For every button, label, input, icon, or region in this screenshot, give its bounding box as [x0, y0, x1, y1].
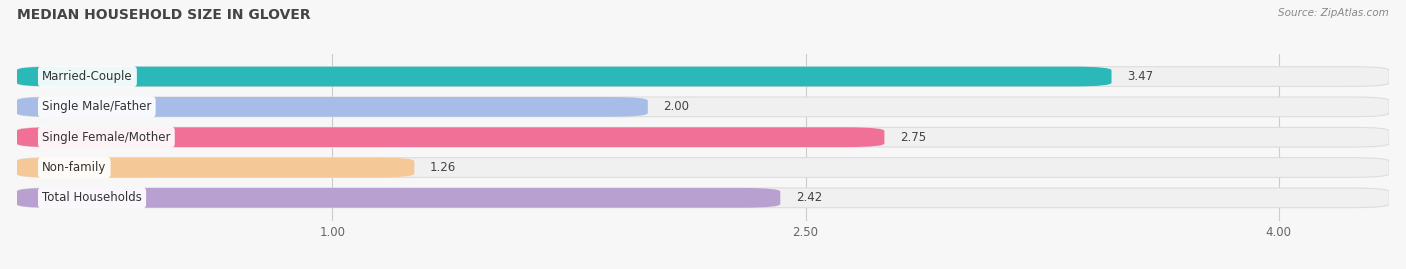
- Text: 3.47: 3.47: [1128, 70, 1153, 83]
- FancyBboxPatch shape: [17, 158, 1389, 177]
- FancyBboxPatch shape: [17, 67, 1112, 86]
- FancyBboxPatch shape: [17, 188, 1389, 208]
- Text: Single Female/Mother: Single Female/Mother: [42, 131, 170, 144]
- Text: 1.26: 1.26: [430, 161, 457, 174]
- Text: 2.42: 2.42: [796, 191, 823, 204]
- FancyBboxPatch shape: [17, 127, 884, 147]
- Text: MEDIAN HOUSEHOLD SIZE IN GLOVER: MEDIAN HOUSEHOLD SIZE IN GLOVER: [17, 8, 311, 22]
- FancyBboxPatch shape: [17, 127, 1389, 147]
- Text: Single Male/Father: Single Male/Father: [42, 100, 152, 113]
- Text: Non-family: Non-family: [42, 161, 107, 174]
- Text: 2.00: 2.00: [664, 100, 689, 113]
- Text: Source: ZipAtlas.com: Source: ZipAtlas.com: [1278, 8, 1389, 18]
- FancyBboxPatch shape: [17, 188, 780, 208]
- FancyBboxPatch shape: [17, 67, 1389, 86]
- FancyBboxPatch shape: [17, 158, 415, 177]
- Text: Married-Couple: Married-Couple: [42, 70, 132, 83]
- FancyBboxPatch shape: [17, 97, 648, 117]
- FancyBboxPatch shape: [17, 97, 1389, 117]
- Text: 2.75: 2.75: [900, 131, 927, 144]
- Text: Total Households: Total Households: [42, 191, 142, 204]
